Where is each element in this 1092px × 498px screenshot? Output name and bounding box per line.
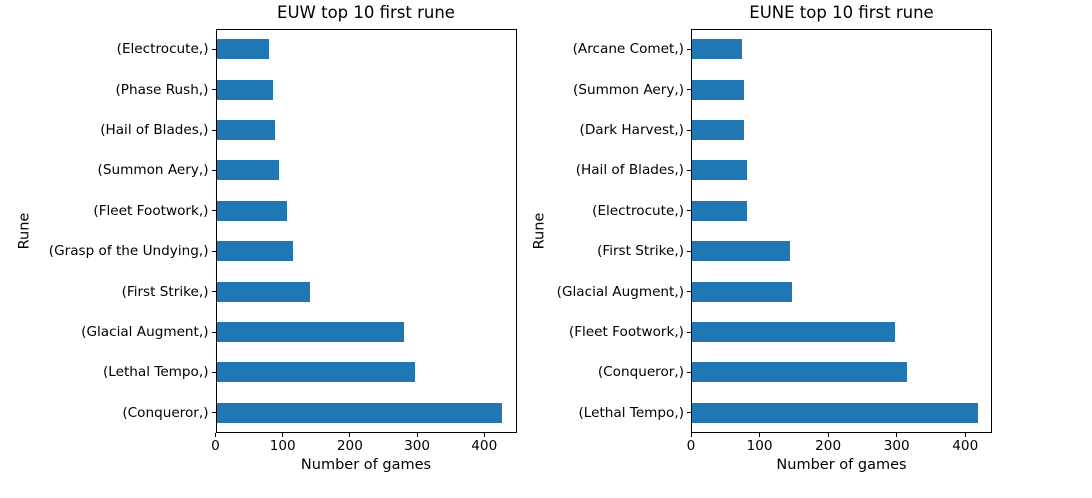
y-tick-mark [687,412,691,414]
y-tick-mark [687,371,691,373]
y-tick-mark [211,210,216,212]
y-tick-label: (Summon Aery,) [97,162,209,179]
x-axis-label: Number of games [300,457,432,473]
y-axis-label: Rune [531,212,548,250]
y-tick-label: (Lethal Tempo,) [578,404,684,421]
y-tick-label: (Phase Rush,) [115,81,209,98]
y-tick-label: (Arcane Comet,) [572,41,684,58]
y-tick-label: (Summon Aery,) [573,81,684,98]
y-tick-mark [211,89,216,91]
bar [216,119,276,141]
y-tick-mark [211,250,216,252]
y-tick-mark [687,291,691,293]
x-tick-label: 100 [269,438,296,454]
bar [692,402,978,423]
x-tick-mark [282,433,284,437]
y-tick-label: (First Strike,) [597,243,684,260]
bar [216,200,287,221]
x-tick-mark [215,433,216,437]
chart-title: EUNE top 10 first rune [749,3,934,22]
y-tick-mark [687,331,691,333]
x-tick-mark [349,433,351,437]
bar [216,362,416,383]
x-tick-label: 400 [952,438,979,454]
x-tick-label: 400 [471,438,498,454]
x-tick-mark [827,433,829,437]
y-tick-label: (Conqueror,) [597,364,684,381]
x-tick-label: 200 [336,438,363,454]
x-axis-label: Number of games [776,457,907,473]
y-tick-label: (Lethal Tempo,) [102,364,209,381]
y-tick-label: (Hail of Blades,) [575,162,684,179]
y-tick-mark [211,169,216,171]
x-tick-label: 200 [815,438,842,454]
bar [216,79,273,100]
y-tick-label: (Electrocute,) [116,41,209,58]
x-tick-label: 0 [211,438,220,454]
bar [216,39,269,60]
bar [692,362,907,383]
y-tick-mark [687,129,691,131]
bar [692,321,896,343]
y-tick-mark [687,48,691,50]
bar [216,281,310,302]
y-tick-label: (First Strike,) [121,283,209,300]
y-tick-mark [687,169,691,171]
x-tick-label: 0 [686,438,696,454]
y-tick-label: (Conqueror,) [122,404,209,421]
y-tick-mark [211,48,216,50]
bar [216,241,293,262]
y-tick-label: (Electrocute,) [592,202,684,219]
y-tick-label: (Glacial Augment,) [556,283,684,300]
x-tick-mark [896,433,898,437]
x-tick-mark [690,433,692,437]
y-tick-label: (Glacial Augment,) [81,324,209,340]
y-tick-mark [211,291,216,293]
x-tick-mark [759,433,761,437]
y-tick-label: (Grasp of the Undying,) [48,243,209,260]
y-tick-mark [211,412,216,414]
bar [216,402,503,423]
bar [692,79,744,100]
y-tick-mark [687,89,691,91]
x-tick-mark [483,433,485,437]
y-tick-mark [687,250,691,252]
bar [692,39,743,60]
x-tick-mark [416,433,418,437]
y-tick-mark [211,371,216,373]
bar [692,160,747,181]
y-tick-mark [211,129,216,131]
x-tick-label: 100 [746,438,773,454]
bar [692,241,791,262]
chart-title: EUW top 10 first rune [277,3,455,22]
y-tick-label: (Fleet Footwork,) [568,324,684,340]
y-tick-mark [687,210,691,212]
x-tick-mark [964,433,966,437]
x-tick-label: 300 [404,438,431,454]
x-tick-label: 300 [883,438,910,454]
bar [692,281,793,302]
bar [692,119,745,141]
bar [216,160,280,181]
bar [216,321,404,343]
bar [692,200,748,221]
y-tick-label: (Fleet Footwork,) [93,202,209,219]
y-tick-label: (Hail of Blades,) [100,122,209,138]
y-tick-mark [211,331,216,333]
y-tick-label: (Dark Harvest,) [579,122,684,138]
